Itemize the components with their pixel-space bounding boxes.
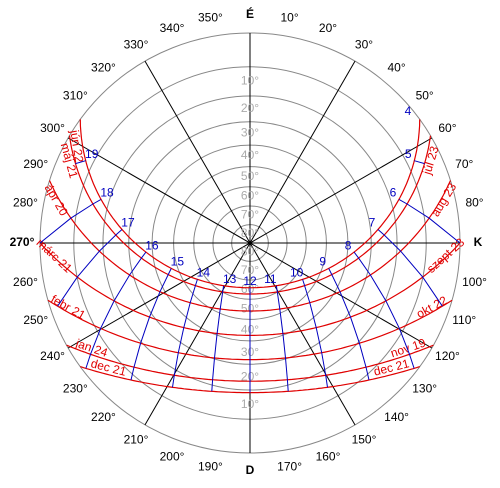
- azimuth-label: 130°: [412, 382, 437, 396]
- azimuth-label: 340°: [160, 21, 185, 35]
- azimuth-label: 160°: [316, 449, 341, 463]
- altitude-label: 10°: [241, 397, 259, 411]
- azimuth-label: 50°: [416, 89, 434, 103]
- azimuth-label: 40°: [387, 61, 405, 75]
- hour-label: 7: [369, 216, 376, 230]
- hour-line: [130, 268, 172, 381]
- hour-label: 10: [290, 266, 304, 280]
- hour-label: 5: [405, 147, 412, 161]
- hour-label: 8: [345, 238, 352, 252]
- hour-line: [39, 198, 102, 244]
- azimuth-label: 330°: [124, 38, 149, 52]
- date-label: júl 23: [420, 144, 442, 177]
- hour-line: [75, 160, 86, 165]
- azimuth-label: 10°: [281, 11, 299, 25]
- azimuth-label: 20°: [319, 21, 337, 35]
- azimuth-label: 150°: [352, 433, 377, 447]
- date-label: dec 21: [89, 356, 128, 379]
- hour-label: 11: [264, 272, 277, 286]
- hour-label: 12: [243, 274, 257, 288]
- azimuth-label: 250°: [23, 313, 48, 327]
- azimuth-label: 100°: [462, 275, 487, 289]
- hour-label: 6: [390, 186, 397, 200]
- cardinal-label: 270°: [10, 235, 35, 249]
- altitude-label: 70°: [241, 207, 259, 221]
- azimuth-label: 120°: [435, 349, 460, 363]
- azimuth-label: 260°: [13, 275, 38, 289]
- hour-line: [172, 279, 198, 388]
- hour-line: [85, 251, 147, 369]
- azimuth-label: 220°: [91, 410, 116, 424]
- azimuth-label: 300°: [40, 121, 65, 135]
- hour-line: [328, 268, 370, 381]
- altitude-label: 40°: [241, 148, 259, 162]
- date-label: ápr 20: [42, 182, 71, 219]
- altitude-label: 50°: [241, 169, 259, 183]
- altitude-label: 70°: [241, 263, 259, 277]
- hour-label: 13: [223, 272, 237, 286]
- hour-line: [275, 285, 289, 392]
- date-label: jún 22: [67, 128, 86, 164]
- azimuth-label: 170°: [277, 460, 302, 474]
- azimuth-label: 320°: [91, 61, 116, 75]
- hour-label: 18: [100, 186, 114, 200]
- azimuth-label: 210°: [124, 433, 149, 447]
- azimuth-label: 200°: [160, 449, 185, 463]
- hour-line: [302, 279, 328, 388]
- azimuth-label: 310°: [63, 89, 88, 103]
- hour-line: [57, 229, 123, 307]
- azimuth-label: 110°: [452, 313, 476, 327]
- azimuth-label: 80°: [465, 196, 483, 210]
- hour-label: 19: [85, 147, 99, 161]
- altitude-label: 80°: [241, 226, 259, 240]
- cardinal-label: D: [246, 463, 255, 477]
- azimuth-label: 280°: [13, 196, 38, 210]
- hour-line: [414, 160, 425, 165]
- hour-label: 17: [121, 216, 135, 230]
- azimuth-label: 70°: [455, 157, 473, 171]
- azimuth-label: 140°: [384, 410, 409, 424]
- hour-line: [398, 198, 461, 244]
- hour-label: 14: [197, 266, 211, 280]
- azimuth-label: 290°: [23, 157, 48, 171]
- altitude-label: 80°: [241, 244, 259, 258]
- azimuth-label: 60°: [438, 121, 456, 135]
- azimuth-label: 30°: [355, 38, 373, 52]
- azimuth-label: 190°: [198, 460, 223, 474]
- date-label: márc 21: [34, 236, 76, 276]
- altitude-label: 30°: [241, 126, 259, 140]
- date-label: aug 23: [428, 180, 459, 219]
- altitude-label: 60°: [241, 189, 259, 203]
- date-label: okt 22: [414, 293, 450, 321]
- altitude-label: 20°: [241, 101, 259, 115]
- cardinal-label: K: [474, 235, 483, 249]
- date-label: jan 24: [73, 336, 110, 360]
- azimuth-label: 230°: [63, 382, 88, 396]
- date-label: szept 23: [424, 235, 467, 276]
- azimuth-line: [144, 60, 356, 426]
- date-label: dec 21: [372, 356, 411, 378]
- hour-label: 16: [145, 238, 159, 252]
- hour-line: [211, 285, 225, 392]
- hour-line: [353, 251, 415, 369]
- altitude-label: 10°: [241, 74, 259, 88]
- hour-label: 15: [171, 255, 185, 269]
- date-label: nov 19: [389, 336, 428, 361]
- cardinal-label: É: [246, 6, 254, 21]
- azimuth-label: 240°: [40, 349, 65, 363]
- hour-label: 9: [319, 255, 326, 269]
- hour-line: [377, 229, 443, 307]
- azimuth-label: 350°: [198, 11, 223, 25]
- hour-label: 4: [405, 104, 412, 118]
